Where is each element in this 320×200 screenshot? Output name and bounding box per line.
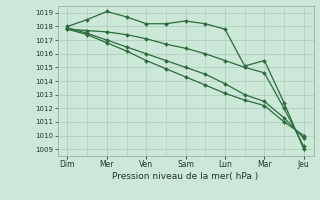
X-axis label: Pression niveau de la mer( hPa ): Pression niveau de la mer( hPa ) <box>112 172 259 181</box>
